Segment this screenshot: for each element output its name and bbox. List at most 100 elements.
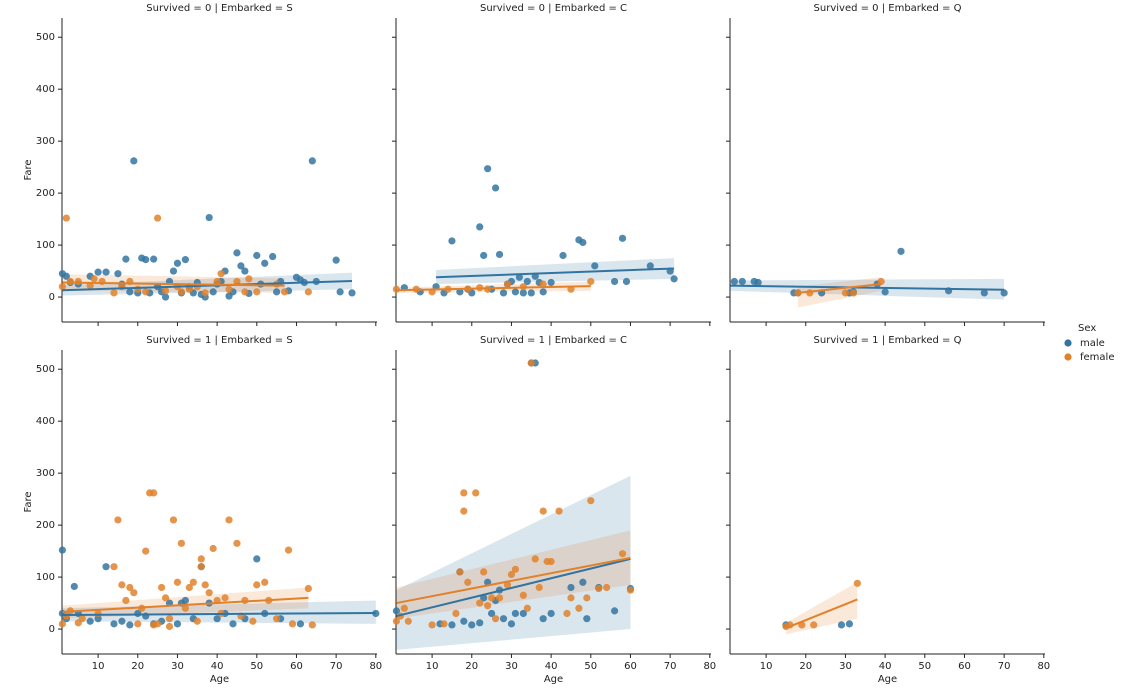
x-tick-label: 60	[624, 661, 637, 672]
point	[519, 289, 527, 297]
regression-line	[797, 283, 882, 294]
legend-label: female	[1080, 352, 1114, 363]
point	[595, 584, 603, 593]
point	[845, 620, 854, 628]
x-tick-label: 30	[505, 661, 518, 672]
point	[150, 489, 158, 497]
point	[110, 289, 118, 297]
point	[480, 251, 488, 260]
point	[269, 252, 277, 261]
point	[610, 277, 619, 286]
point	[308, 621, 316, 629]
point	[173, 620, 182, 628]
point	[122, 596, 130, 605]
regression-line	[396, 557, 631, 618]
point	[460, 507, 468, 515]
legend-swatch	[1064, 339, 1072, 347]
point	[484, 602, 492, 610]
point	[491, 184, 500, 192]
point	[464, 578, 472, 586]
point	[253, 251, 261, 260]
point	[646, 262, 654, 270]
point	[841, 289, 850, 297]
point	[169, 267, 178, 275]
point	[122, 255, 130, 263]
point	[547, 278, 555, 287]
point	[539, 615, 547, 623]
point	[233, 539, 241, 547]
point	[837, 621, 846, 629]
point	[539, 288, 547, 296]
confidence-band	[396, 475, 631, 650]
point	[261, 259, 269, 267]
point	[603, 583, 611, 592]
facet: Survived = 1 | Embarked = S 0 100 200 300 400…	[23, 335, 382, 685]
point	[201, 581, 209, 589]
legend-swatch	[1064, 353, 1072, 361]
point	[150, 621, 158, 629]
point	[58, 546, 66, 554]
point	[62, 272, 70, 280]
facet-title: Survived = 0 | Embarked = Q	[814, 3, 962, 14]
y-axis-label: Fare	[23, 159, 34, 180]
point	[118, 581, 126, 589]
point	[225, 285, 233, 293]
confidence-band	[730, 278, 1005, 300]
point	[70, 582, 78, 591]
point	[177, 288, 186, 296]
point	[583, 594, 591, 602]
point	[245, 275, 253, 283]
point	[622, 277, 631, 286]
regression-line	[62, 596, 309, 613]
facet-title: Survived = 0 | Embarked = S	[146, 3, 292, 14]
point	[142, 256, 150, 264]
point	[472, 489, 480, 497]
point	[575, 604, 583, 612]
point	[567, 583, 575, 592]
x-axis-label: Age	[878, 674, 897, 685]
point	[527, 289, 535, 297]
point	[134, 285, 142, 293]
point	[1000, 289, 1008, 297]
x-tick-label: 40	[879, 661, 892, 672]
point	[336, 288, 344, 296]
point	[523, 604, 531, 612]
point	[161, 287, 170, 295]
point	[738, 277, 746, 286]
point	[559, 251, 567, 260]
point	[579, 238, 587, 247]
point	[730, 277, 738, 286]
point	[185, 285, 193, 293]
x-tick-label: 10	[760, 661, 773, 672]
point	[110, 620, 118, 628]
point	[288, 620, 297, 628]
point	[102, 563, 110, 571]
facet: Survived = 1 | Embarked = C 10 20 30 40 50 60 7…	[392, 335, 716, 685]
point	[142, 547, 150, 555]
point	[261, 578, 269, 586]
point	[579, 578, 587, 586]
x-tick-label: 70	[998, 661, 1011, 672]
point	[181, 604, 189, 612]
point	[197, 563, 205, 571]
y-tick-label: 0	[49, 292, 55, 303]
y-axis-label: Fare	[23, 491, 34, 512]
point	[476, 619, 484, 627]
point	[539, 280, 547, 288]
point	[118, 617, 126, 625]
point	[555, 507, 563, 515]
point	[165, 622, 174, 631]
confidence-band	[785, 582, 858, 635]
point	[499, 289, 508, 297]
legend-title: Sex	[1078, 323, 1096, 334]
y-tick-label: 200	[36, 188, 55, 199]
point	[547, 557, 555, 566]
point	[428, 621, 436, 629]
point	[173, 259, 182, 267]
point	[114, 516, 122, 524]
point	[400, 604, 408, 612]
point	[130, 589, 138, 597]
point	[181, 596, 189, 605]
point	[539, 507, 547, 515]
